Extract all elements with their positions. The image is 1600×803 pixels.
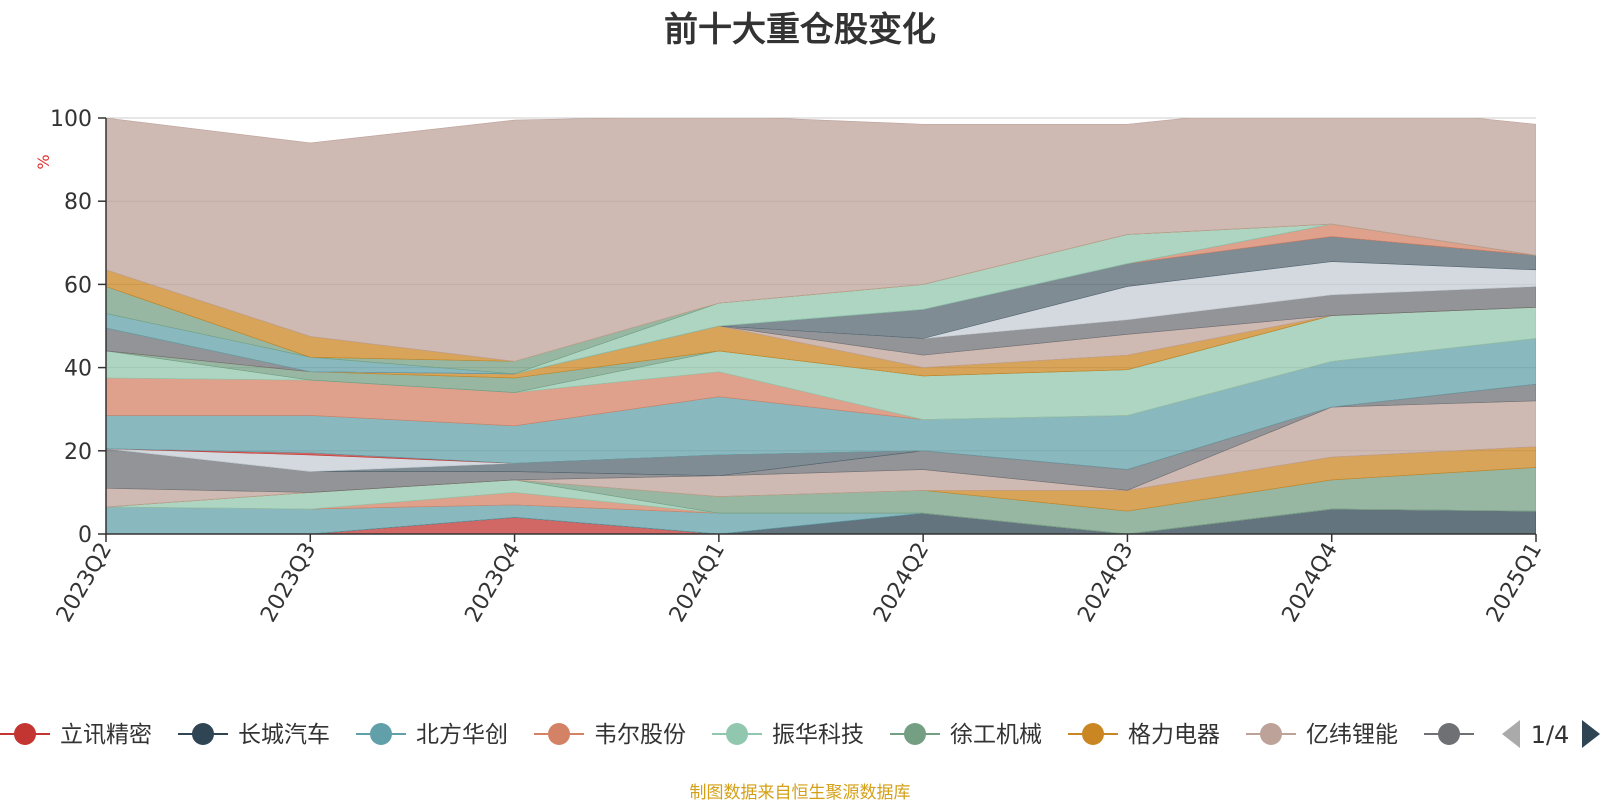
legend-label: 立讯精密: [60, 722, 152, 748]
legend-circle-icon: [548, 723, 570, 745]
legend-circle-icon: [192, 723, 214, 745]
y-axis-label: %: [34, 154, 53, 169]
legend-circle-icon: [726, 723, 748, 745]
x-tick-label: 2024Q2: [869, 539, 934, 627]
legend-label: 长城汽车: [238, 722, 330, 748]
legend-circle-icon: [1260, 723, 1282, 745]
x-tick-label: 2024Q3: [1073, 539, 1138, 627]
legend-circle-icon: [904, 723, 926, 745]
legend-item-3[interactable]: 北方华创: [356, 722, 508, 748]
legend-circle-icon: [1438, 723, 1460, 745]
legend-circle-icon: [14, 723, 36, 745]
legend-item-4[interactable]: 韦尔股份: [534, 722, 686, 748]
legend-item-1[interactable]: 立讯精密: [0, 722, 152, 748]
legend-label: 徐工机械: [950, 722, 1042, 748]
legend-label: [: [1484, 722, 1493, 748]
x-tick-label: 2023Q4: [460, 539, 525, 627]
legend-label: 振华科技: [772, 722, 864, 748]
x-tick-label: 2023Q2: [52, 539, 117, 627]
y-tick-label: 0: [78, 523, 92, 548]
legend: 立讯精密 长城汽车 北方华创 韦尔股份 振华科技 徐工机械 格力电器 亿纬锂能 [: [0, 722, 1493, 748]
pager-prev-button[interactable]: [1502, 720, 1520, 748]
triangle-left-icon[interactable]: [1502, 720, 1520, 748]
x-tick-label: 2024Q4: [1278, 539, 1343, 627]
x-tick-label: 2025Q1: [1482, 539, 1547, 627]
legend-circle-icon: [370, 723, 392, 745]
legend-item-2[interactable]: 长城汽车: [178, 722, 330, 748]
y-tick-label: 40: [64, 357, 92, 382]
legend-page-indicator: 1/4: [1530, 721, 1570, 749]
legend-label: 北方华创: [416, 722, 508, 748]
x-tick-label: 2024Q1: [665, 539, 730, 627]
legend-label: 亿纬锂能: [1306, 722, 1398, 748]
chart-title: 前十大重仓股变化: [664, 10, 936, 50]
area-series-27: [106, 118, 1536, 362]
x-tick-label: 2023Q3: [256, 539, 321, 627]
legend-item-5[interactable]: 振华科技: [712, 722, 864, 748]
data-source-note: 制图数据来自恒生聚源数据库: [689, 783, 911, 803]
y-tick-label: 60: [64, 273, 92, 298]
legend-item-7[interactable]: 格力电器: [1068, 722, 1220, 748]
legend-circle-icon: [1082, 723, 1104, 745]
legend-label: 格力电器: [1128, 722, 1220, 748]
triangle-right-icon[interactable]: [1582, 720, 1600, 748]
y-tick-label: 80: [64, 190, 92, 215]
area-series-group: [106, 118, 1536, 534]
legend-item-8[interactable]: 亿纬锂能: [1246, 722, 1398, 748]
y-tick-label: 100: [50, 107, 92, 132]
pager-next-button[interactable]: [1582, 720, 1600, 748]
legend-item-6[interactable]: 徐工机械: [890, 722, 1042, 748]
legend-label: 韦尔股份: [594, 722, 686, 748]
legend-item-9[interactable]: [: [1424, 722, 1493, 748]
y-tick-label: 20: [64, 440, 92, 465]
